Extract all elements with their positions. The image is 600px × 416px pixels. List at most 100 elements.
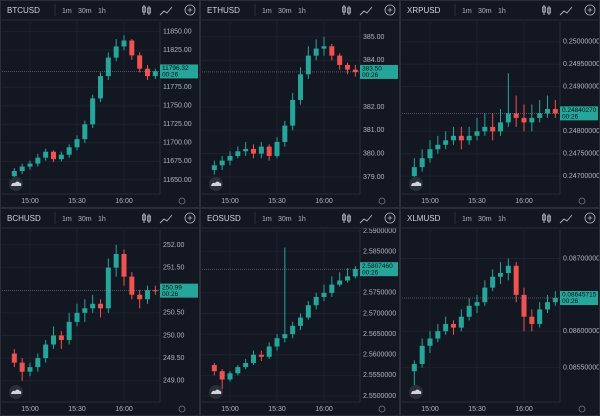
y-tick-label: 249.50 <box>163 355 185 362</box>
candle-body <box>211 165 217 170</box>
logo-mark <box>411 181 422 186</box>
interval-button[interactable]: 1h <box>298 8 306 15</box>
x-tick-label: 15:30 <box>68 406 86 413</box>
settings-icon[interactable] <box>178 405 186 413</box>
symbol[interactable]: BCHUSD <box>7 214 41 223</box>
indicator-icon[interactable] <box>359 214 373 224</box>
y-tick-label: 382.00 <box>363 104 385 111</box>
interval-button[interactable]: 30m <box>278 216 292 223</box>
interval-button[interactable]: 1h <box>498 216 506 223</box>
price-label-box <box>360 262 398 277</box>
y-tick-label: 11775.00 <box>163 84 192 91</box>
toolbar <box>400 0 600 20</box>
chart-type-icon[interactable] <box>142 213 151 223</box>
interval-button[interactable]: 30m <box>478 216 492 223</box>
candle-body <box>98 303 103 309</box>
interval-button[interactable]: 1h <box>98 8 106 15</box>
settings-icon[interactable] <box>378 197 386 205</box>
chart-type-icon[interactable] <box>542 5 551 15</box>
countdown: 00:26 <box>562 114 579 121</box>
y-tick-label: 0.24900000 <box>563 83 600 90</box>
add-icon-plus <box>387 7 393 13</box>
plot-area <box>400 258 560 397</box>
chart-type-icon[interactable] <box>542 213 551 223</box>
logo-mark <box>211 181 222 186</box>
x-tick-label: 15:30 <box>268 198 286 205</box>
interval-button[interactable]: 1m <box>262 216 272 223</box>
add-icon[interactable] <box>384 4 396 16</box>
icon-part <box>147 215 151 222</box>
toolbar <box>200 0 400 20</box>
candle-body <box>51 151 56 160</box>
candle-body <box>121 253 127 277</box>
indicator-icon[interactable] <box>559 214 573 224</box>
candle-body <box>435 144 441 150</box>
interval-button[interactable]: 1m <box>262 8 272 15</box>
icon-part <box>347 7 351 14</box>
indicator-icon[interactable] <box>359 6 373 16</box>
chart-type-icon[interactable] <box>342 5 351 15</box>
candle-body <box>243 362 249 368</box>
candle-body <box>282 334 288 339</box>
interval-button[interactable]: 1h <box>498 8 506 15</box>
settings-icon[interactable] <box>178 197 186 205</box>
y-tick-label: 380.00 <box>363 150 385 157</box>
interval-button[interactable]: 30m <box>78 216 92 223</box>
candle-body <box>27 367 33 372</box>
candle-body <box>427 338 433 346</box>
candle-body <box>98 76 103 99</box>
icon-part <box>342 214 346 221</box>
settings-icon[interactable] <box>578 197 586 205</box>
chart-type-icon[interactable] <box>342 213 351 223</box>
indicator-icon[interactable] <box>559 6 573 16</box>
add-icon[interactable] <box>184 4 196 16</box>
add-icon[interactable] <box>584 4 596 16</box>
interval-button[interactable]: 1m <box>62 8 72 15</box>
settings-icon[interactable] <box>378 405 386 413</box>
symbol[interactable]: ETHUSD <box>207 6 240 15</box>
y-tick-label: 11700.00 <box>163 140 192 147</box>
interval-button[interactable]: 1m <box>462 216 472 223</box>
candle-body <box>211 365 217 372</box>
interval-button[interactable]: 1m <box>62 216 72 223</box>
candle-body <box>411 363 417 372</box>
y-tick-label: 249.00 <box>163 378 185 385</box>
candle-body <box>552 297 558 303</box>
candle-body <box>345 276 350 281</box>
interval-button[interactable]: 30m <box>78 8 92 15</box>
x-tick-label: 15:00 <box>21 198 39 205</box>
x-tick-label: 16:00 <box>515 198 533 205</box>
interval-button[interactable]: 30m <box>478 8 492 15</box>
candle-body <box>105 57 111 77</box>
interval-button[interactable]: 30m <box>278 8 292 15</box>
candle-body <box>435 331 441 339</box>
symbol[interactable]: EOSUSD <box>207 214 241 223</box>
plot-area <box>200 247 360 392</box>
add-icon[interactable] <box>584 212 596 224</box>
candle-body <box>19 362 25 372</box>
indicator-icon[interactable] <box>159 214 173 224</box>
chart-type-icon[interactable] <box>142 5 151 15</box>
add-icon[interactable] <box>384 212 396 224</box>
candle-body <box>474 131 480 136</box>
y-tick-label: 11750.00 <box>163 103 192 110</box>
symbol[interactable]: XRPUSD <box>407 6 441 15</box>
price-label: 0.08645715 <box>562 292 597 299</box>
y-tick-label: 379.00 <box>363 174 385 181</box>
interval-button[interactable]: 1m <box>462 8 472 15</box>
chart-panel: 15:0015:3016:0016:30379.00380.00381.0038… <box>200 0 400 208</box>
y-tick-label: 2.5550000 <box>363 372 396 379</box>
indicator-icon[interactable] <box>159 6 173 16</box>
symbol[interactable]: BTCUSD <box>7 6 40 15</box>
x-tick-label: 15:00 <box>221 198 239 205</box>
candle-body <box>521 117 527 123</box>
y-tick-label: 2.5900000 <box>363 228 396 235</box>
settings-icon[interactable] <box>578 405 586 413</box>
symbol[interactable]: XLMUSD <box>407 214 441 223</box>
logo-mark <box>11 181 22 186</box>
add-icon[interactable] <box>184 212 196 224</box>
x-tick-label: 15:00 <box>421 406 439 413</box>
interval-button[interactable]: 1h <box>298 216 306 223</box>
interval-button[interactable]: 1h <box>98 216 106 223</box>
price-label: 0.24840270 <box>562 107 597 114</box>
